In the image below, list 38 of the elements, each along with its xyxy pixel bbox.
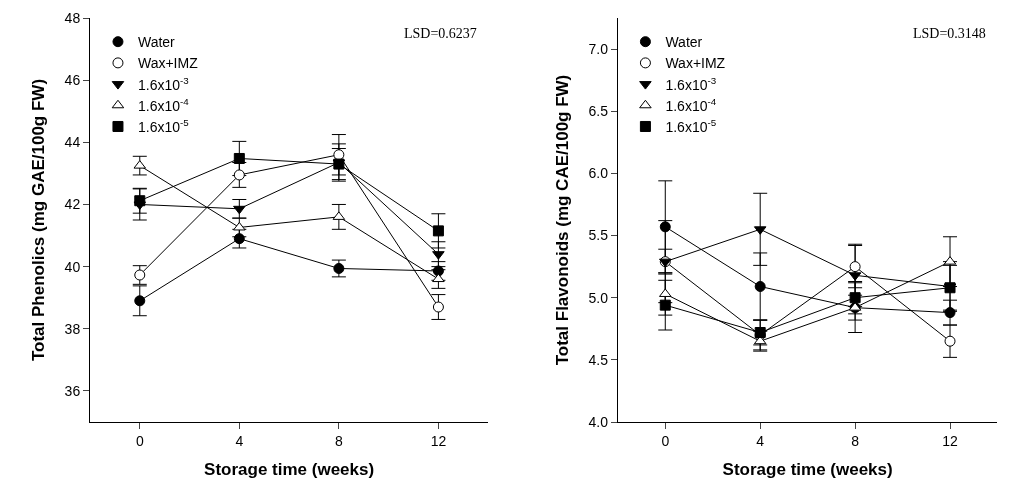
legend-label: 1.6x10$^{-3}$ [137,74,190,93]
y-tick-label: 36 [64,382,81,399]
y-tick-label: 40 [64,258,81,275]
y-tick-label: 4.0 [588,413,609,430]
legend-label: Water [137,34,176,51]
y-axis-title: Total Flavonoids (mg CAE/100g FW) [553,74,573,366]
legend-label: Water [665,34,703,51]
y-tick-label: 4.5 [588,351,609,368]
x-tick-label: 12 [430,432,447,449]
legend-label: 1.6x10$^{-5}$ [665,117,717,135]
x-tick-label: 0 [135,432,144,449]
y-tick-label: 6.5 [588,103,609,120]
annotation: LSD=0.3148 [913,26,986,41]
legend-label: 1.6x10$^{-4}$ [665,95,717,114]
y-tick-label: 38 [64,320,81,337]
x-tick-label: 4 [235,432,244,449]
legend-label: 1.6x10$^{-4}$ [137,95,190,114]
legend-label: 1.6x10$^{-5}$ [137,117,190,135]
x-tick-label: 0 [661,432,670,449]
y-tick-label: 5.5 [588,227,609,244]
y-tick-label: 7.0 [588,40,609,57]
y-tick-label: 46 [64,72,81,89]
y-tick-label: 44 [64,134,81,151]
y-tick-label: 42 [64,196,81,213]
y-tick-label: 5.0 [588,289,609,306]
legend-label: Wax+IMZ [137,55,199,72]
y-tick-label: 6.0 [588,165,609,182]
x-tick-label: 4 [756,432,765,449]
x-tick-label: 12 [942,432,959,449]
y-tick-label: 48 [64,9,81,26]
x-axis-title: Storage time (weeks) [722,460,893,480]
x-axis-title: Storage time (weeks) [204,460,375,480]
legend-label: 1.6x10$^{-3}$ [665,74,717,93]
legend-label: Wax+IMZ [665,55,726,72]
annotation: LSD=0.6237 [404,26,477,41]
x-tick-label: 8 [334,432,343,449]
y-axis-title: Total Phenolics (mg GAE/100g FW) [29,78,49,362]
x-tick-label: 8 [851,432,860,449]
